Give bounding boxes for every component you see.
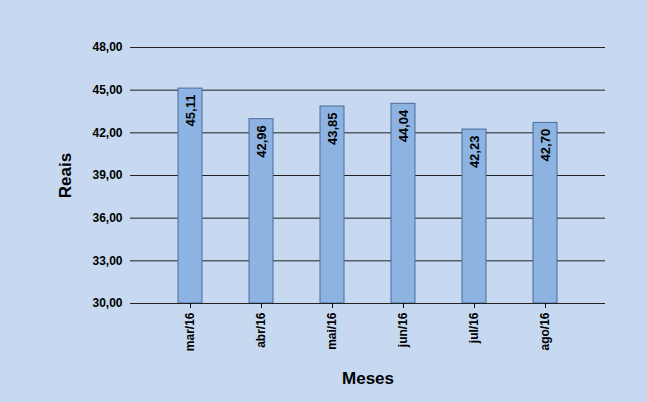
svg-text:30,00: 30,00: [92, 296, 122, 310]
svg-text:mai/16: mai/16: [325, 312, 339, 350]
svg-text:Reais: Reais: [56, 153, 75, 198]
svg-text:33,00: 33,00: [92, 254, 122, 268]
svg-text:jun/16: jun/16: [396, 312, 410, 348]
svg-text:42,70: 42,70: [538, 129, 553, 162]
svg-text:ago/16: ago/16: [538, 312, 552, 350]
svg-text:42,00: 42,00: [92, 126, 122, 140]
svg-text:Meses: Meses: [342, 369, 394, 388]
svg-text:45,11: 45,11: [183, 95, 198, 127]
svg-text:jul/16: jul/16: [467, 312, 481, 344]
svg-text:43,85: 43,85: [325, 113, 340, 146]
svg-text:42,23: 42,23: [467, 136, 482, 169]
svg-text:mar/16: mar/16: [183, 312, 197, 351]
svg-text:42,96: 42,96: [254, 125, 269, 158]
svg-text:48,00: 48,00: [92, 40, 122, 54]
svg-text:36,00: 36,00: [92, 211, 122, 225]
svg-text:45,00: 45,00: [92, 83, 122, 97]
svg-text:39,00: 39,00: [92, 168, 122, 182]
svg-text:abr/16: abr/16: [254, 312, 268, 348]
svg-text:44,04: 44,04: [396, 109, 411, 142]
